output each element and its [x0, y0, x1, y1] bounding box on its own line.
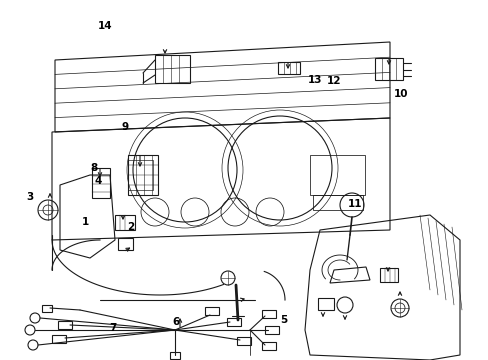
Text: 14: 14 [98, 21, 112, 31]
Bar [115, 215, 135, 230]
Bar [42, 305, 52, 312]
Text: 13: 13 [307, 75, 322, 85]
Bar [92, 168, 110, 198]
Bar [155, 55, 190, 83]
Text: 7: 7 [108, 323, 116, 333]
Text: 12: 12 [326, 76, 341, 86]
Bar [309, 155, 364, 195]
Bar [226, 318, 241, 326]
Text: 9: 9 [121, 122, 128, 132]
Bar [374, 58, 402, 80]
Bar [264, 326, 279, 334]
Bar [237, 337, 250, 345]
Text: 4: 4 [94, 176, 102, 186]
Text: 5: 5 [280, 315, 286, 325]
Text: 10: 10 [393, 89, 407, 99]
Bar [58, 321, 72, 329]
Bar [262, 342, 275, 350]
Text: 3: 3 [27, 192, 34, 202]
Text: 1: 1 [82, 217, 89, 228]
Bar [262, 310, 275, 318]
Text: 11: 11 [347, 199, 362, 210]
Text: 2: 2 [127, 222, 134, 232]
Bar [312, 195, 362, 210]
Bar [128, 160, 153, 190]
Bar [317, 298, 333, 310]
Bar [170, 352, 180, 359]
Bar [128, 155, 158, 195]
Bar [379, 268, 397, 282]
Text: 8: 8 [90, 163, 97, 174]
Bar [118, 238, 133, 250]
Bar [278, 62, 299, 74]
Text: 6: 6 [172, 317, 179, 327]
Bar [52, 335, 66, 343]
Bar [204, 307, 219, 315]
